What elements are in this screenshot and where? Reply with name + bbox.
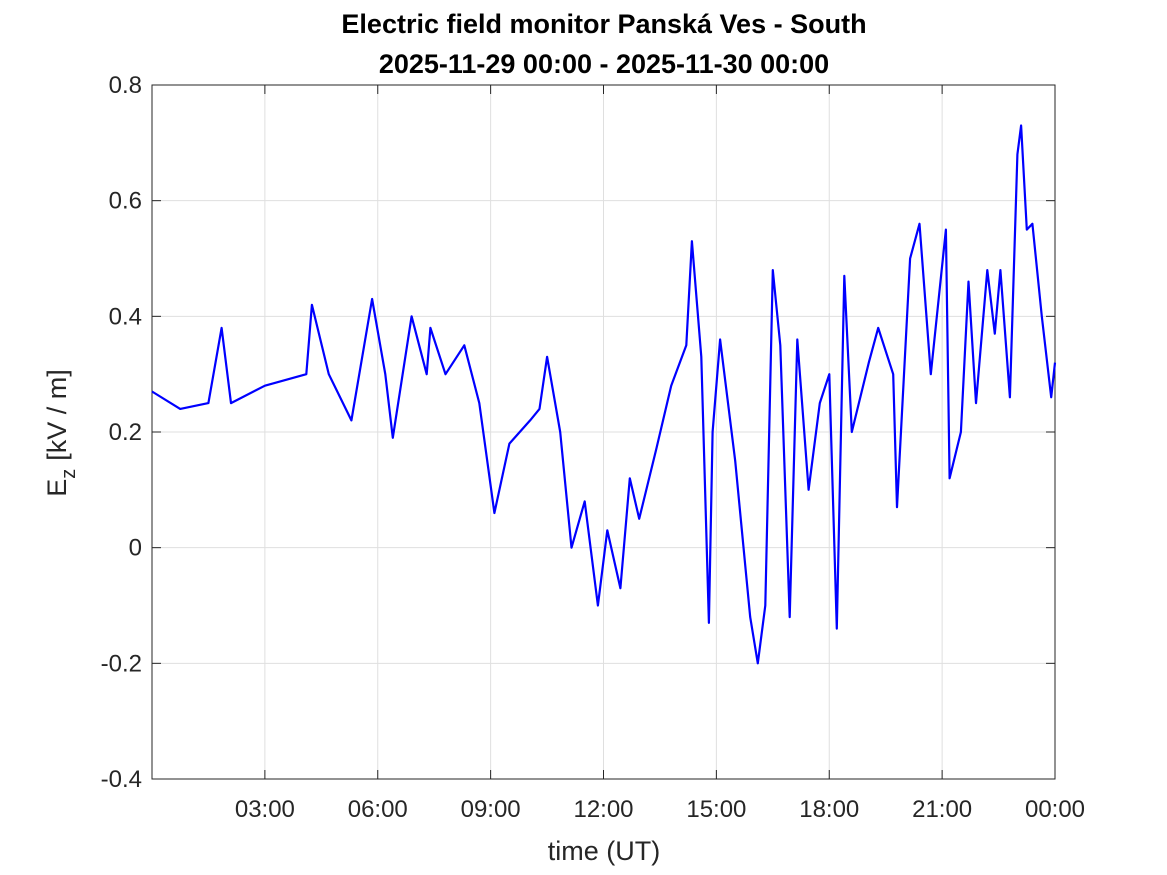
x-tick-label: 00:00 xyxy=(1025,796,1085,823)
y-tick-label: -0.2 xyxy=(101,650,142,677)
x-tick-label: 06:00 xyxy=(348,796,408,823)
y-tick-label: -0.4 xyxy=(101,766,142,793)
x-tick-label: 18:00 xyxy=(799,796,859,823)
data-line xyxy=(151,124,1057,665)
chart-subtitle: 2025-11-29 00:00 - 2025-11-30 00:00 xyxy=(379,49,829,79)
x-axis-label: time (UT) xyxy=(548,836,660,866)
y-tick-label: 0 xyxy=(129,535,142,562)
chart-title: Electric field monitor Panská Ves - Sout… xyxy=(341,9,866,39)
x-tick-label: 15:00 xyxy=(686,796,746,823)
y-axis-label-unit: [kV / m] xyxy=(42,369,72,461)
y-axis-label-main: E xyxy=(42,479,72,497)
y-axis-label: Ez [kV / m] xyxy=(42,369,80,497)
y-tick-label: 0.8 xyxy=(109,72,142,99)
x-tick-label: 03:00 xyxy=(235,796,295,823)
y-tick-label: 0.4 xyxy=(109,303,142,330)
y-tick-label: 0.2 xyxy=(109,419,142,446)
y-axis-label-sub: z xyxy=(58,469,80,479)
x-tick-label: 09:00 xyxy=(461,796,521,823)
x-tick-label: 12:00 xyxy=(573,796,633,823)
plot-frame xyxy=(151,84,1056,780)
y-tick-label: 0.6 xyxy=(109,188,142,215)
x-tick-label: 21:00 xyxy=(912,796,972,823)
